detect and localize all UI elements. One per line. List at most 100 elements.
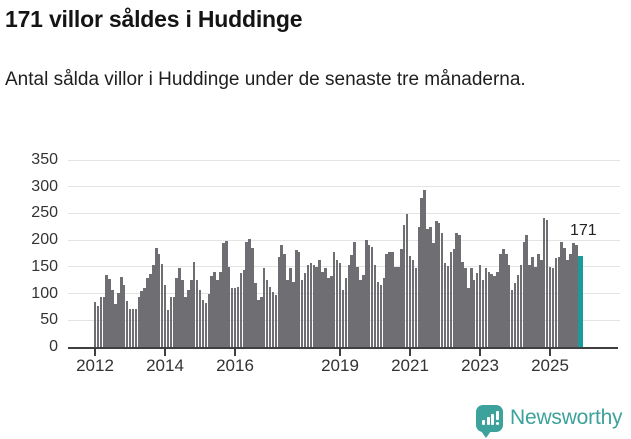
bar	[452, 249, 455, 347]
bar	[443, 263, 447, 347]
bar	[437, 223, 441, 347]
bar	[350, 255, 353, 347]
bar	[519, 264, 523, 347]
bar	[472, 280, 476, 347]
logo-mini-bar-1	[482, 419, 485, 425]
bar	[160, 264, 164, 347]
bar	[432, 243, 435, 347]
bar	[254, 283, 257, 347]
bar	[163, 285, 167, 347]
bar	[146, 277, 149, 347]
bar	[379, 285, 383, 347]
bar	[222, 243, 225, 347]
bar	[385, 253, 388, 347]
bar	[566, 259, 569, 347]
bar	[169, 296, 173, 347]
bar	[318, 259, 321, 347]
y-tick-label: 250	[31, 204, 58, 222]
bar	[408, 256, 412, 347]
bar	[493, 276, 496, 347]
y-tick-label: 0	[49, 338, 58, 355]
x-tick-mark	[94, 347, 96, 356]
bar	[461, 261, 464, 347]
bar	[187, 289, 190, 347]
bar	[487, 271, 490, 347]
x-tick-label: 2014	[146, 356, 184, 375]
x-tick-label: 2012	[76, 356, 114, 375]
bar	[125, 301, 129, 347]
bar	[248, 238, 251, 347]
newsworthy-logo[interactable]: Newsworthy	[476, 402, 623, 438]
bar	[210, 276, 213, 347]
bar	[274, 295, 278, 347]
bar	[227, 266, 231, 347]
bar	[455, 233, 458, 347]
bar	[111, 289, 114, 347]
bar	[198, 289, 202, 347]
bar	[569, 253, 572, 347]
bar	[143, 287, 146, 347]
bar	[184, 296, 187, 347]
bar	[402, 225, 406, 347]
bar	[327, 278, 330, 347]
bar	[219, 271, 222, 347]
chart-subtitle: Antal sålda villor i Huddinge under de s…	[5, 69, 526, 90]
bar	[102, 296, 105, 347]
bar	[297, 251, 301, 347]
bar	[152, 265, 155, 347]
x-tick-mark	[164, 347, 166, 356]
bar	[262, 268, 266, 347]
bar	[286, 280, 289, 347]
bar	[236, 287, 240, 347]
bar	[470, 268, 473, 347]
highlighted-latest-bar	[577, 255, 583, 347]
bar	[233, 288, 237, 347]
bar	[370, 246, 374, 347]
bar	[513, 283, 517, 347]
logo-exclamation-dot	[495, 421, 499, 425]
bar	[545, 219, 549, 347]
bar	[484, 268, 488, 347]
bar	[464, 268, 467, 347]
bar	[114, 304, 117, 347]
bar	[373, 264, 377, 347]
bar	[239, 273, 243, 347]
logo-bubble-tail	[481, 430, 491, 438]
bar	[242, 270, 245, 347]
gridline	[68, 239, 620, 241]
bar	[265, 280, 269, 347]
newsworthy-bar-chart-bubble-icon	[476, 404, 503, 438]
bar	[426, 229, 429, 347]
bar	[96, 305, 100, 347]
bar	[332, 251, 336, 347]
bar	[540, 259, 543, 347]
bar	[449, 251, 453, 347]
bar	[531, 256, 534, 347]
bar	[499, 253, 502, 347]
bar	[204, 303, 208, 347]
bar	[347, 264, 350, 347]
y-tick-label: 50	[40, 311, 58, 329]
bar	[516, 274, 520, 347]
bar	[335, 259, 339, 347]
bar	[475, 273, 479, 347]
bar	[359, 280, 362, 347]
bar	[490, 273, 493, 347]
bar	[411, 259, 415, 347]
bar	[548, 266, 552, 347]
bar	[216, 280, 219, 347]
x-tick-mark	[409, 347, 411, 356]
bar	[277, 256, 280, 347]
bar	[230, 288, 234, 347]
bar	[140, 291, 143, 347]
logo-mini-bar-3	[491, 413, 494, 425]
bar	[172, 296, 175, 347]
last-value-label: 171	[570, 222, 597, 239]
bar	[551, 268, 555, 347]
bar	[397, 266, 400, 347]
bar	[213, 271, 216, 347]
bar	[268, 286, 272, 347]
bar	[528, 264, 531, 347]
bar	[289, 268, 292, 347]
